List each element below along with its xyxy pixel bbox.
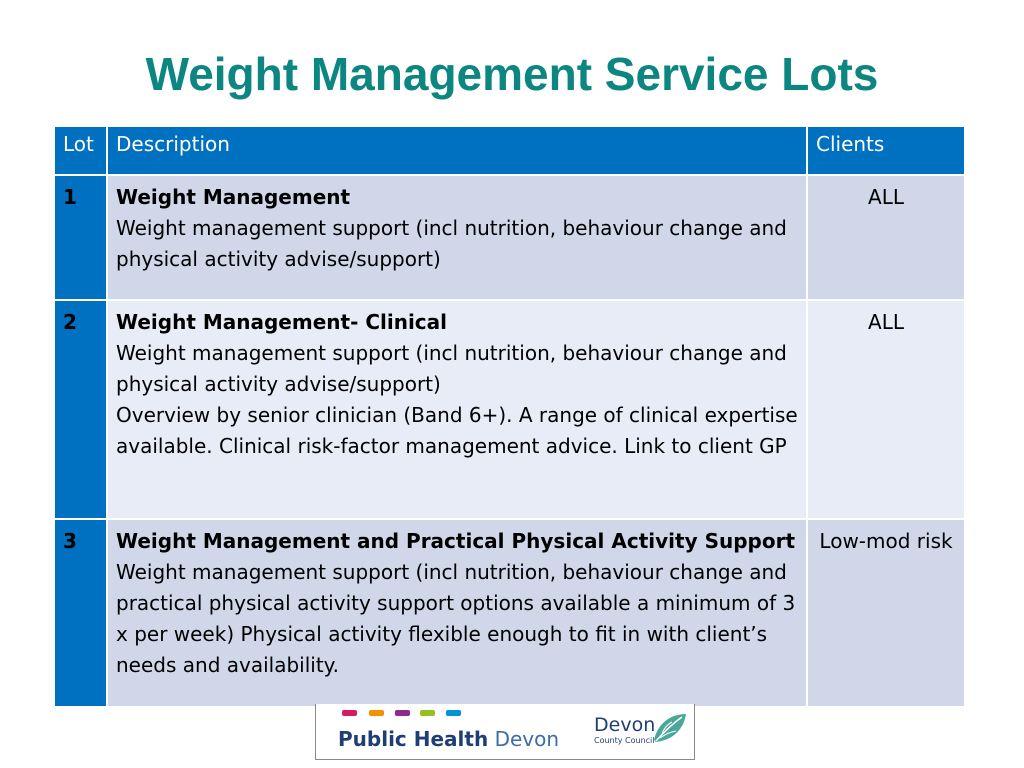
lot-number: 3 — [53, 518, 108, 708]
lot-detail: Overview by senior clinician (Band 6+). … — [116, 403, 798, 458]
lot-description: Weight Management- Clinical Weight manag… — [106, 299, 808, 520]
logo-dash — [395, 710, 410, 716]
lot-description: Weight Management Weight management supp… — [106, 174, 808, 301]
logo-dash — [446, 710, 461, 716]
logo-dash — [369, 710, 384, 716]
table-row: 2 Weight Management- Clinical Weight man… — [53, 299, 966, 520]
lot-detail: Weight management support (incl nutritio… — [116, 216, 787, 271]
lot-detail: Weight management support (incl nutritio… — [116, 341, 787, 396]
lot-number: 1 — [53, 174, 108, 301]
council-name: Devon — [594, 714, 656, 736]
logo-dash — [342, 710, 357, 716]
public-health-label: Public Health — [338, 727, 489, 751]
lot-detail: Weight management support (incl nutritio… — [116, 560, 796, 677]
council-subtitle: County Council — [594, 736, 655, 745]
public-health-devon-logo: Public Health Devon — [338, 726, 559, 752]
devon-label: Devon — [494, 727, 560, 751]
table-header-row: Lot Description Clients — [53, 125, 966, 176]
table-row: 1 Weight Management Weight management su… — [53, 174, 966, 301]
leaf-icon — [654, 714, 686, 742]
lot-title: Weight Management — [116, 185, 351, 209]
lot-title: Weight Management and Practical Physical… — [116, 529, 796, 553]
header-description: Description — [106, 125, 808, 176]
lot-number: 2 — [53, 299, 108, 520]
header-lot: Lot — [53, 125, 108, 176]
table-row: 3 Weight Management and Practical Physic… — [53, 518, 966, 708]
lot-description: Weight Management and Practical Physical… — [106, 518, 808, 708]
lot-title: Weight Management- Clinical — [116, 310, 448, 334]
logo-dash — [420, 710, 435, 716]
lots-table: Lot Description Clients 1 Weight Managem… — [53, 125, 966, 708]
page-title: Weight Management Service Lots — [145, 48, 879, 100]
lot-clients: ALL — [806, 299, 966, 520]
lot-clients: ALL — [806, 174, 966, 301]
lot-clients: Low-mod risk — [806, 518, 966, 708]
logo-banner: Public Health Devon Devon County Council — [315, 704, 695, 760]
header-clients: Clients — [806, 125, 966, 176]
